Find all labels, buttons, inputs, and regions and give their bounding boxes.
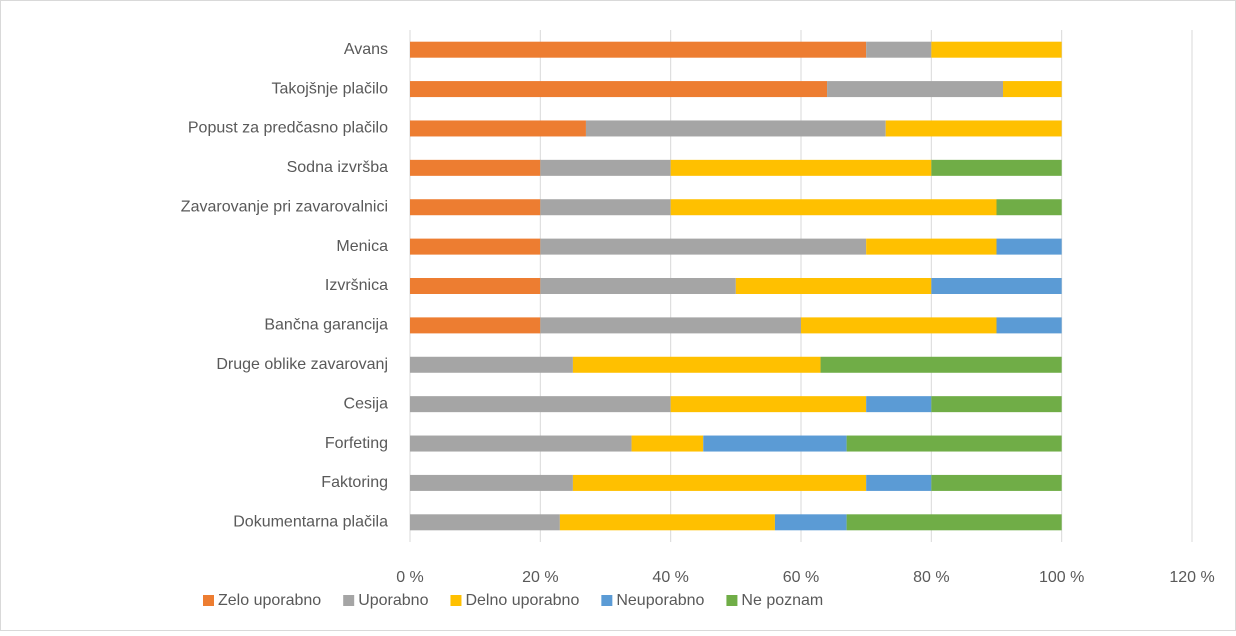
bar-segment <box>996 238 1062 255</box>
bar-segment <box>1003 81 1062 98</box>
bar-segment <box>540 159 671 176</box>
bar-segment <box>559 514 775 531</box>
y-tick-label: Zavarovanje pri zavarovalnici <box>181 198 388 215</box>
bar-segment <box>410 238 541 255</box>
x-tick-label: 0 % <box>396 569 424 586</box>
bar-segment <box>820 356 1062 373</box>
bar-segment <box>996 199 1062 216</box>
y-tick-label: Avans <box>344 41 388 58</box>
y-tick-label: Druge oblike zavarovanj <box>216 356 388 373</box>
bar-segment <box>885 120 1062 137</box>
bar-segment <box>866 238 997 255</box>
legend-swatch <box>450 595 462 606</box>
bar-segment <box>540 278 736 294</box>
x-tick-label: 60 % <box>783 569 819 586</box>
bar-segment <box>670 396 867 413</box>
bar-segment <box>572 474 867 491</box>
legend-label: Delno uporabno <box>465 592 579 609</box>
bar-segment <box>801 317 997 334</box>
y-tick-label: Faktoring <box>321 474 388 491</box>
bar-segment <box>410 120 586 137</box>
bar-segment <box>774 514 847 531</box>
y-tick-label: Sodna izvršba <box>287 159 388 176</box>
bar-segment <box>996 317 1062 334</box>
bar-segment <box>931 396 1062 413</box>
bar-segment <box>866 396 932 413</box>
legend-label: Uporabno <box>358 592 428 609</box>
x-tick-label: 100 % <box>1039 569 1084 586</box>
bar-segment <box>410 159 541 176</box>
y-tick-label: Popust za predčasno plačilo <box>188 120 388 137</box>
bar-segment <box>846 435 1062 452</box>
y-tick-label: Forfeting <box>325 435 388 452</box>
bar-segment <box>827 81 1004 98</box>
bar-segment <box>540 317 801 334</box>
bar-segment <box>931 474 1062 491</box>
y-tick-label: Dokumentarna plačila <box>233 514 388 531</box>
y-tick-label: Cesija <box>344 395 389 412</box>
bar-segment <box>540 199 671 216</box>
bar-segment <box>703 435 847 452</box>
x-tick-label: 40 % <box>652 569 688 586</box>
bar-segment <box>931 41 1062 58</box>
bar-segment <box>931 278 1062 294</box>
bar-segment <box>410 435 632 452</box>
legend-label: Zelo uporabno <box>218 592 321 609</box>
legend-swatch <box>343 595 355 606</box>
bar-segment <box>410 356 573 373</box>
bar-segment <box>866 474 932 491</box>
legend-swatch <box>601 595 613 606</box>
bar-segment <box>410 317 541 334</box>
bar-segment <box>410 41 867 58</box>
bar-segment <box>931 159 1062 176</box>
legend-swatch <box>203 595 214 606</box>
bar-segment <box>670 199 997 216</box>
bar-segment <box>410 199 541 216</box>
bar-segment <box>540 238 867 255</box>
y-tick-label: Menica <box>336 238 388 255</box>
bar-segment <box>735 278 932 294</box>
x-tick-label: 80 % <box>913 569 949 586</box>
bar-segment <box>866 41 932 58</box>
bar-segment <box>410 278 541 294</box>
x-tick-label: 20 % <box>522 569 558 586</box>
bar-segment <box>410 474 573 491</box>
legend-swatch <box>726 595 738 606</box>
y-tick-label: Bančna garancija <box>264 317 388 334</box>
bar-segment <box>585 120 886 137</box>
bar-segment <box>631 435 704 452</box>
legend-label: Neuporabno <box>616 592 704 609</box>
y-tick-label: Takojšnje plačilo <box>271 80 388 97</box>
x-tick-label: 120 % <box>1169 569 1214 586</box>
y-tick-label: Izvršnica <box>325 277 388 294</box>
bar-segment <box>670 159 932 176</box>
bar-segment <box>410 396 671 413</box>
legend-label: Ne poznam <box>741 592 823 609</box>
bar-segment <box>846 514 1062 531</box>
bar-segment <box>410 81 828 98</box>
bar-segment <box>410 514 560 531</box>
bar-segment <box>572 356 821 373</box>
